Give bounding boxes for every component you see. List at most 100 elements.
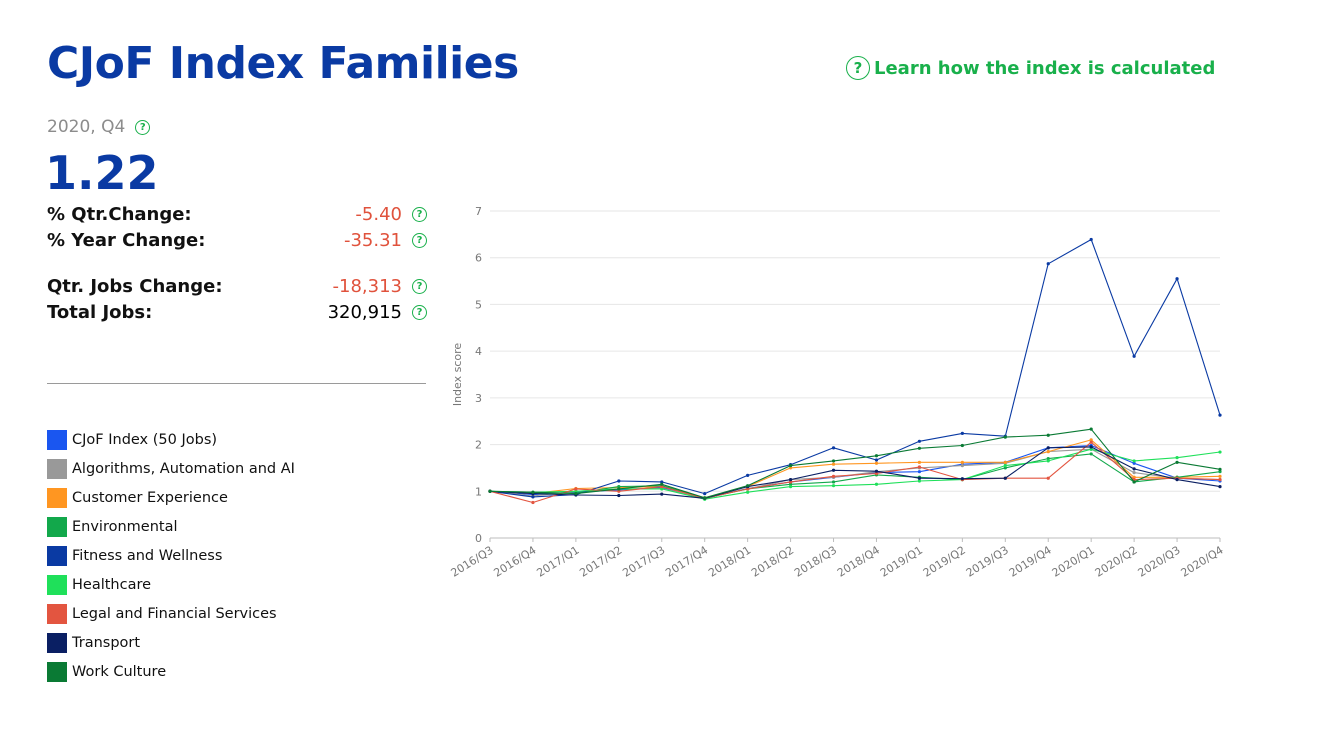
legend-item-algorithms[interactable]: Algorithms, Automation and AI xyxy=(47,454,295,483)
stat-value: -18,313 xyxy=(332,275,402,297)
data-point xyxy=(574,487,578,491)
stat-qtr-change: % Qtr.Change: -5.40 ? xyxy=(47,202,427,226)
x-tick-label: 2018/Q3 xyxy=(792,544,839,580)
data-point xyxy=(1218,474,1222,478)
data-point xyxy=(1089,445,1093,449)
data-point xyxy=(1132,475,1136,479)
stat-label: % Qtr.Change: xyxy=(47,203,192,225)
legend-label: Customer Experience xyxy=(72,489,228,506)
x-tick-label: 2020/Q1 xyxy=(1050,544,1097,580)
data-point xyxy=(917,439,922,443)
help-circle-icon[interactable]: ? xyxy=(135,119,151,135)
data-point xyxy=(660,487,664,491)
help-circle-icon: ? xyxy=(846,56,870,80)
data-point xyxy=(1046,262,1050,266)
x-tick-label: 2020/Q3 xyxy=(1136,544,1183,580)
help-circle-icon[interactable]: ? xyxy=(412,232,427,248)
data-point xyxy=(1046,459,1050,463)
stat-year-change: % Year Change: -35.31 ? xyxy=(47,228,427,252)
legend-swatch xyxy=(47,429,67,450)
legend-label: Healthcare xyxy=(72,576,152,593)
index-value: 1.22 xyxy=(45,146,159,200)
data-point xyxy=(917,479,922,483)
data-point xyxy=(617,485,621,489)
learn-how-label: Learn how the index is calculated xyxy=(874,57,1216,79)
data-point xyxy=(874,461,879,465)
data-point xyxy=(874,458,879,462)
data-point xyxy=(574,492,578,496)
y-tick-label: 5 xyxy=(475,298,482,311)
chart-legend: CJoF Index (50 Jobs) Algorithms, Automat… xyxy=(47,425,295,686)
data-point xyxy=(1046,449,1050,454)
legend-label: CJoF Index (50 Jobs) xyxy=(72,431,218,448)
learn-how-link[interactable]: ? Learn how the index is calculated xyxy=(846,56,1215,80)
legend-item-healthcare[interactable]: Healthcare xyxy=(47,570,295,599)
legend-swatch xyxy=(47,574,67,595)
data-point xyxy=(831,484,836,488)
data-point xyxy=(1003,460,1007,464)
data-point xyxy=(574,489,578,493)
legend-label: Algorithms, Automation and AI xyxy=(72,460,295,477)
data-point xyxy=(531,495,535,499)
legend-item-legal-financial[interactable]: Legal and Financial Services xyxy=(47,599,295,628)
data-point xyxy=(1003,435,1007,439)
data-point xyxy=(1218,467,1222,471)
legend-item-work-culture[interactable]: Work Culture xyxy=(47,657,295,686)
help-circle-icon[interactable]: ? xyxy=(412,278,427,294)
data-point xyxy=(874,482,879,486)
data-point xyxy=(831,480,836,484)
data-point xyxy=(788,478,793,482)
series-line-6 xyxy=(489,441,1221,504)
series-line-8 xyxy=(489,428,1221,499)
y-tick-label: 4 xyxy=(475,345,482,358)
legend-item-environmental[interactable]: Environmental xyxy=(47,512,295,541)
legend-swatch xyxy=(47,661,67,682)
help-circle-icon[interactable]: ? xyxy=(412,304,427,320)
divider xyxy=(47,383,426,384)
x-tick-label: 2017/Q2 xyxy=(577,544,624,580)
data-point xyxy=(660,482,664,486)
help-circle-icon[interactable]: ? xyxy=(412,206,427,222)
data-point xyxy=(1132,461,1136,465)
stat-label: Total Jobs: xyxy=(47,301,153,323)
x-tick-label: 2018/Q4 xyxy=(835,544,882,580)
legend-item-customer-experience[interactable]: Customer Experience xyxy=(47,483,295,512)
data-point xyxy=(1132,471,1136,475)
legend-swatch xyxy=(47,516,67,537)
data-point xyxy=(831,462,836,466)
data-point xyxy=(1218,485,1222,489)
data-point xyxy=(1218,450,1222,454)
data-point xyxy=(1003,476,1007,480)
page-title: CJoF Index Families xyxy=(47,38,519,89)
data-point xyxy=(1132,354,1136,358)
legend-item-transport[interactable]: Transport xyxy=(47,628,295,657)
data-point xyxy=(831,474,836,478)
data-point xyxy=(1046,433,1050,437)
data-point xyxy=(488,489,492,493)
data-point xyxy=(617,479,621,483)
data-point xyxy=(874,454,879,458)
legend-item-cjof-index[interactable]: CJoF Index (50 Jobs) xyxy=(47,425,295,454)
x-tick-label: 2020/Q4 xyxy=(1179,544,1226,580)
data-point xyxy=(531,490,535,494)
stat-label: % Year Change: xyxy=(47,229,206,251)
legend-label: Legal and Financial Services xyxy=(72,605,277,622)
x-tick-label: 2017/Q3 xyxy=(620,544,667,580)
legend-swatch xyxy=(47,545,67,566)
legend-item-fitness-wellness[interactable]: Fitness and Wellness xyxy=(47,541,295,570)
data-point xyxy=(874,471,879,476)
y-axis-label: Index score xyxy=(451,343,464,407)
data-point xyxy=(1175,478,1179,482)
y-tick-label: 3 xyxy=(475,392,482,405)
data-point xyxy=(960,443,964,448)
legend-label: Work Culture xyxy=(72,663,167,680)
data-point xyxy=(1089,447,1093,451)
data-point xyxy=(1218,470,1222,474)
data-point xyxy=(917,470,922,474)
data-point xyxy=(917,465,922,469)
data-point xyxy=(617,493,621,498)
data-point xyxy=(1089,438,1093,442)
legend-label: Transport xyxy=(72,634,141,651)
y-tick-label: 0 xyxy=(475,532,482,545)
legend-swatch xyxy=(47,603,67,624)
